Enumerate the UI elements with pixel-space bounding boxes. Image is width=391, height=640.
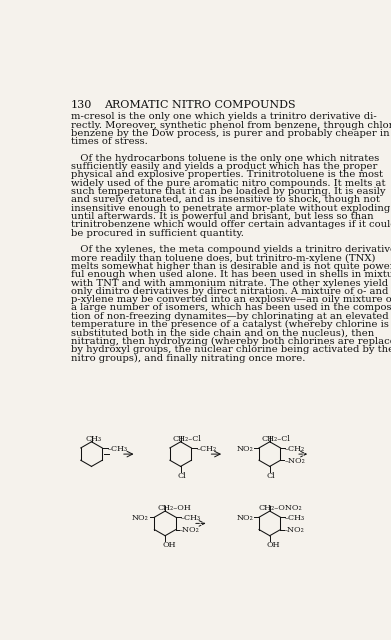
Text: more readily than toluene does, but trinitro-m-xylene (TNX): more readily than toluene does, but trin… (70, 253, 375, 262)
Text: with TNT and with ammonium nitrate. The other xylenes yield: with TNT and with ammonium nitrate. The … (70, 278, 388, 287)
Text: nitro groups), and finally nitrating once more.: nitro groups), and finally nitrating onc… (70, 353, 305, 362)
Text: and surely detonated, and is insensitive to shock, though not: and surely detonated, and is insensitive… (70, 195, 379, 204)
Text: OH: OH (267, 541, 280, 549)
Text: trinitrobenzene which would offer certain advantages if it could: trinitrobenzene which would offer certai… (70, 220, 391, 229)
Text: tion of non-freezing dynamites—by chlorinating at an elevated: tion of non-freezing dynamites—by chlori… (70, 312, 388, 321)
Text: CH₂–ONO₂: CH₂–ONO₂ (259, 504, 303, 512)
Text: 130: 130 (70, 100, 92, 110)
Text: be procured in sufficient quantity.: be procured in sufficient quantity. (70, 228, 244, 237)
Text: insensitive enough to penetrate armor-plate without exploding: insensitive enough to penetrate armor-pl… (70, 204, 390, 212)
Text: physical and explosive properties. Trinitrotoluene is the most: physical and explosive properties. Trini… (70, 170, 382, 179)
Text: m-cresol is the only one which yields a trinitro derivative di-: m-cresol is the only one which yields a … (70, 112, 376, 121)
Text: NO₂: NO₂ (132, 514, 149, 522)
Text: CH₂–OH: CH₂–OH (157, 504, 191, 512)
Text: –CH₃: –CH₃ (285, 514, 305, 522)
Text: CH₃: CH₃ (85, 435, 101, 443)
Text: rectly. Moreover, synthetic phenol from benzene, through chloro-: rectly. Moreover, synthetic phenol from … (70, 120, 391, 129)
Text: Cl: Cl (178, 472, 186, 480)
Text: NO₂: NO₂ (237, 514, 254, 522)
Text: OH: OH (162, 541, 176, 549)
Text: –CH₃: –CH₃ (108, 445, 128, 453)
Text: benzene by the Dow process, is purer and probably cheaper in: benzene by the Dow process, is purer and… (70, 129, 389, 138)
Text: Of the hydrocarbons toluene is the only one which nitrates: Of the hydrocarbons toluene is the only … (70, 154, 379, 163)
Text: sufficiently easily and yields a product which has the proper: sufficiently easily and yields a product… (70, 162, 377, 171)
Text: –CH₂: –CH₂ (197, 445, 217, 453)
Text: widely used of the pure aromatic nitro compounds. It melts at: widely used of the pure aromatic nitro c… (70, 179, 385, 188)
Text: by hydroxyl groups, the nuclear chlorine being activated by the: by hydroxyl groups, the nuclear chlorine… (70, 345, 391, 354)
Text: –NO₂: –NO₂ (284, 457, 305, 465)
Text: p-xylene may be converted into an explosive—an oily mixture of: p-xylene may be converted into an explos… (70, 295, 391, 304)
Text: CH₂–Cl: CH₂–Cl (262, 435, 291, 443)
Text: ful enough when used alone. It has been used in shells in mixtures: ful enough when used alone. It has been … (70, 270, 391, 279)
Text: NO₂: NO₂ (237, 445, 254, 453)
Text: Cl: Cl (267, 472, 275, 480)
Text: –NO₂: –NO₂ (179, 527, 200, 534)
Text: melts somewhat higher than is desirable and is not quite power-: melts somewhat higher than is desirable … (70, 262, 391, 271)
Text: –NO₂: –NO₂ (283, 527, 305, 534)
Text: substituted both in the side chain and on the nucleus), then: substituted both in the side chain and o… (70, 328, 374, 337)
Text: a large number of isomers, which has been used in the composi-: a large number of isomers, which has bee… (70, 303, 391, 312)
Text: –CH₂: –CH₂ (285, 445, 305, 453)
Text: –CH₃: –CH₃ (181, 514, 201, 522)
Text: temperature in the presence of a catalyst (whereby chlorine is: temperature in the presence of a catalys… (70, 320, 388, 329)
Text: until afterwards. It is powerful and brisant, but less so than: until afterwards. It is powerful and bri… (70, 212, 373, 221)
Text: times of stress.: times of stress. (70, 137, 147, 146)
Text: CH₂–Cl: CH₂–Cl (173, 435, 202, 443)
Text: nitrating, then hydrolyzing (whereby both chlorines are replaced: nitrating, then hydrolyzing (whereby bot… (70, 337, 391, 346)
Text: only dinitro derivatives by direct nitration. A mixture of o- and: only dinitro derivatives by direct nitra… (70, 287, 388, 296)
Text: such temperature that it can be loaded by pouring. It is easily: such temperature that it can be loaded b… (70, 187, 385, 196)
Text: Of the xylenes, the meta compound yields a trinitro derivative: Of the xylenes, the meta compound yields… (70, 245, 391, 254)
Text: AROMATIC NITRO COMPOUNDS: AROMATIC NITRO COMPOUNDS (104, 100, 296, 110)
